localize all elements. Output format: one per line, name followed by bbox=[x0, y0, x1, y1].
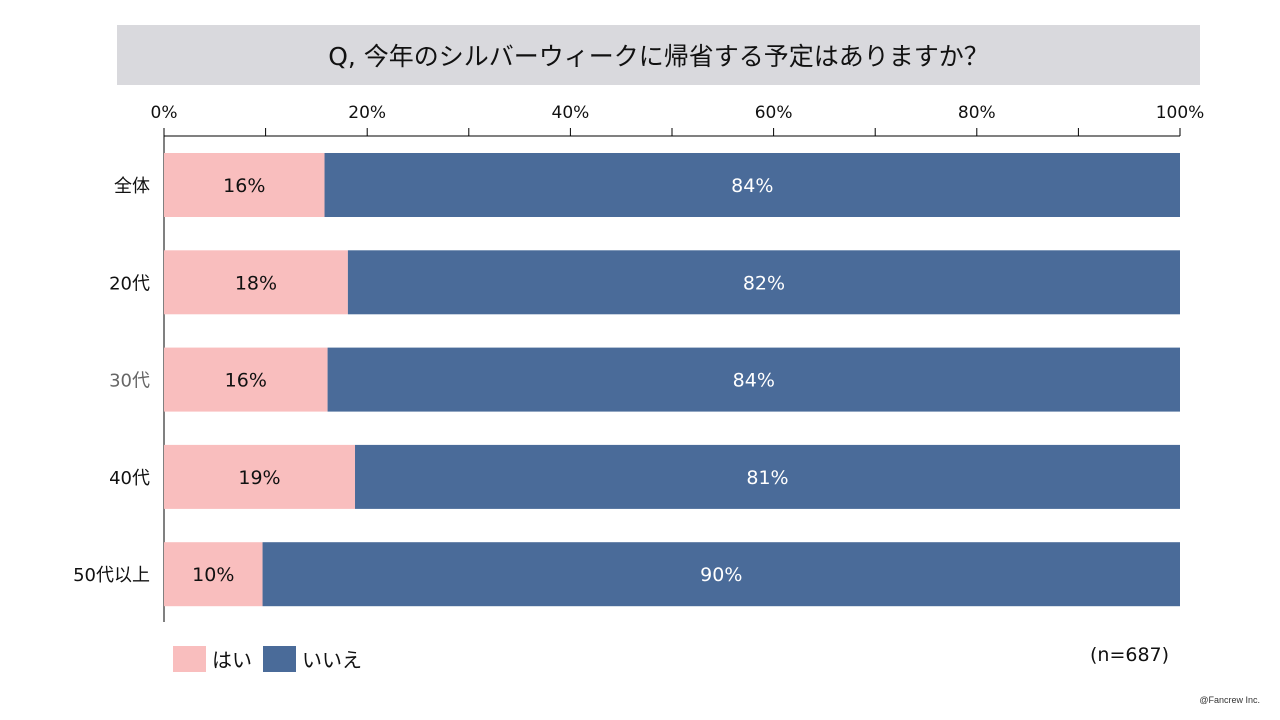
bar-yes bbox=[164, 444, 356, 509]
x-tick-label: 60% bbox=[755, 103, 793, 123]
x-tick-label: 40% bbox=[552, 103, 590, 123]
copyright: @Fancrew Inc. bbox=[1199, 695, 1260, 705]
data-label: 19% bbox=[238, 467, 280, 489]
sample-size-note: (n=687) bbox=[1090, 644, 1170, 666]
x-tick-label: 0% bbox=[151, 103, 178, 123]
bar-yes bbox=[164, 542, 263, 607]
bar-yes bbox=[164, 250, 348, 315]
data-label: 81% bbox=[746, 467, 788, 489]
data-label: 16% bbox=[225, 370, 267, 392]
x-tick-label: 100% bbox=[1156, 103, 1205, 123]
bar-yes bbox=[164, 347, 328, 412]
category-label: 全体 bbox=[114, 176, 150, 197]
category-label: 30代 bbox=[109, 371, 150, 392]
category-label: 40代 bbox=[109, 468, 150, 489]
data-label: 10% bbox=[192, 564, 234, 586]
category-label: 20代 bbox=[109, 273, 150, 294]
legend-swatch bbox=[173, 646, 206, 672]
bar-no bbox=[347, 250, 1180, 315]
bar-yes bbox=[164, 153, 325, 217]
x-tick-label: 80% bbox=[958, 103, 996, 123]
data-label: 16% bbox=[223, 175, 265, 197]
chart-title: Q, 今年のシルバーウィークに帰省する予定はありますか？ bbox=[117, 25, 1200, 85]
data-label: 90% bbox=[700, 564, 742, 586]
bar-no bbox=[355, 444, 1180, 509]
x-tick-label: 20% bbox=[348, 103, 386, 123]
category-label: 50代以上 bbox=[73, 565, 150, 586]
legend-label: はい bbox=[212, 648, 252, 672]
bar-no bbox=[324, 153, 1180, 217]
bar-no bbox=[327, 347, 1180, 412]
data-label: 84% bbox=[733, 370, 775, 392]
data-label: 82% bbox=[743, 272, 785, 294]
legend-swatch bbox=[263, 646, 296, 672]
legend-label: いいえ bbox=[302, 648, 362, 672]
data-label: 84% bbox=[731, 175, 773, 197]
bar-no bbox=[262, 542, 1180, 607]
data-label: 18% bbox=[235, 272, 277, 294]
